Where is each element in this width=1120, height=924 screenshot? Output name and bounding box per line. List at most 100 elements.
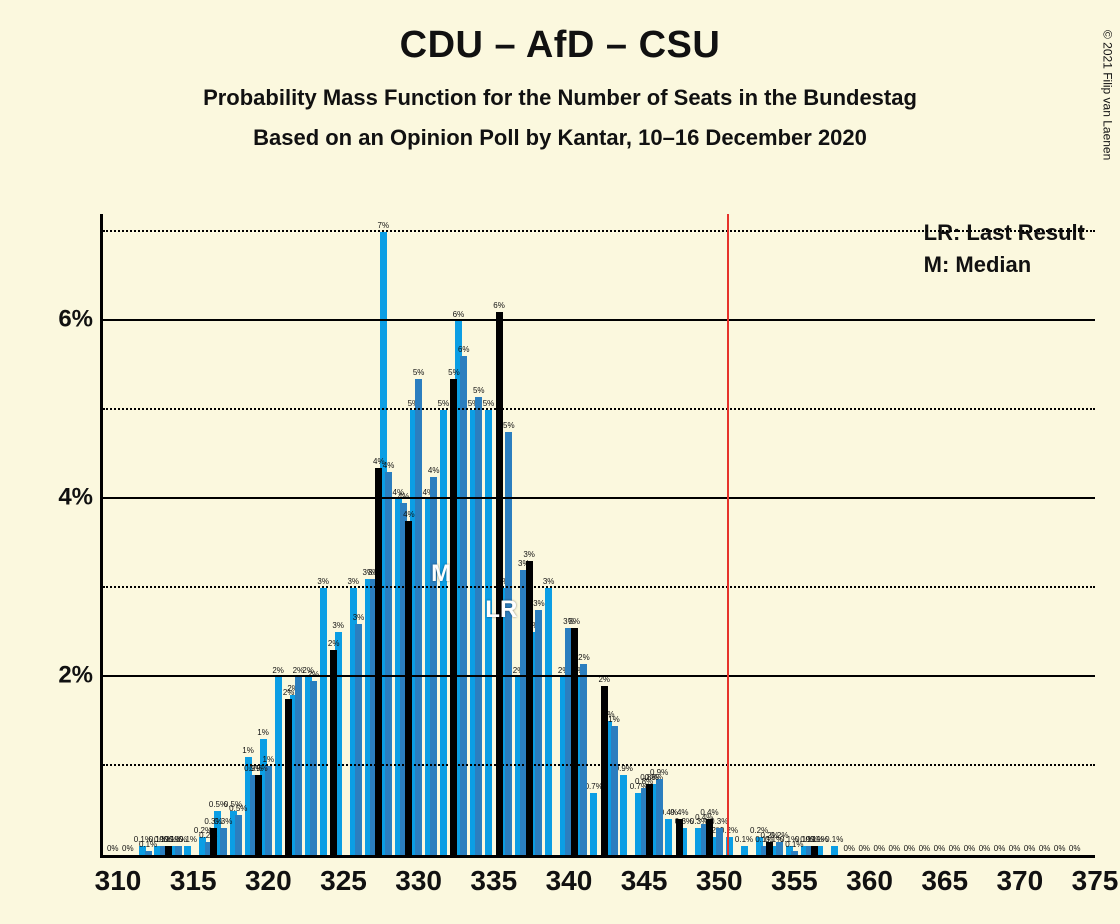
bar-value-label: 7% — [378, 221, 390, 230]
bar-series-a: 0.1% — [741, 846, 748, 855]
bar-series-b: 6% — [460, 356, 467, 855]
bar-value-label: 0% — [858, 844, 870, 853]
bar-value-label: 0% — [949, 844, 961, 853]
bar-value-label: 0.4% — [700, 808, 718, 817]
gridline-minor — [103, 230, 1095, 232]
bar-series-b: 0.1% — [145, 851, 152, 855]
bar-value-label: 0.2% — [760, 831, 778, 840]
bar-value-label: 0.4% — [670, 808, 688, 817]
x-tick-label: 330 — [395, 865, 442, 897]
bar-value-label: 3% — [568, 617, 580, 626]
bar-value-label: 0% — [1054, 844, 1066, 853]
bar-series-c: 0.1% — [811, 846, 818, 855]
bar-value-label: 3% — [332, 621, 344, 630]
y-tick-label: 2% — [48, 662, 93, 690]
bar-series-c: 0.4% — [706, 819, 713, 855]
bar-value-label: 4% — [403, 510, 415, 519]
bar-value-label: 3% — [317, 577, 329, 586]
bar-series-c: 0.8% — [646, 784, 653, 855]
bar-value-label: 4% — [428, 466, 440, 475]
x-tick-label: 375 — [1072, 865, 1119, 897]
bar-series-a: 0.9% — [620, 775, 627, 855]
bar-series-c: 5% — [450, 379, 457, 855]
bar-series-c: 3% — [571, 628, 578, 855]
y-tick-label: 6% — [48, 305, 93, 333]
bar-series-c: 4% — [375, 468, 382, 855]
x-tick-label: 325 — [320, 865, 367, 897]
plot-area: 0%0%0.1%0.1%0.1%0.1%0.2%0.5%0.5%1%1%2%2%… — [100, 214, 1095, 858]
x-tick-label: 310 — [95, 865, 142, 897]
bar-value-label: 5% — [413, 368, 425, 377]
bar-value-label: 2% — [283, 688, 295, 697]
legend-lr: LR: Last Result — [924, 220, 1085, 246]
bar-value-label: 3% — [523, 550, 535, 559]
bar-value-label: 5% — [448, 368, 460, 377]
bar-series-c: 2% — [601, 686, 608, 855]
x-tick-label: 365 — [921, 865, 968, 897]
bar-value-label: 0.5% — [229, 804, 247, 813]
bar-value-label: 0.1% — [159, 835, 177, 844]
bar-series-b: 1% — [265, 766, 272, 855]
bar-series-a: 0.1% — [831, 846, 838, 855]
annotation-median: M — [431, 560, 451, 588]
bar-value-label: 0% — [1009, 844, 1021, 853]
gridline-minor — [103, 586, 1095, 588]
bar-series-c: 0.4% — [676, 819, 683, 855]
x-tick-label: 335 — [470, 865, 517, 897]
bar-series-b: 0.1% — [791, 851, 798, 855]
x-tick-label: 315 — [170, 865, 217, 897]
chart: 0%0%0.1%0.1%0.1%0.1%0.2%0.5%0.5%1%1%2%2%… — [45, 214, 1095, 908]
bars-layer: 0%0%0.1%0.1%0.1%0.1%0.2%0.5%0.5%1%1%2%2%… — [103, 214, 1095, 855]
bar-value-label: 3% — [533, 599, 545, 608]
bar-series-a: 5% — [440, 410, 447, 855]
bar-series-a: 5% — [485, 410, 492, 855]
bar-value-label: 6% — [458, 345, 470, 354]
y-tick-label: 4% — [48, 483, 93, 511]
bar-value-label: 0% — [994, 844, 1006, 853]
bar-value-label: 0% — [964, 844, 976, 853]
gridline-major: 4% — [103, 497, 1095, 499]
bar-series-b: 0.1% — [175, 846, 182, 855]
bar-value-label: 0% — [904, 844, 916, 853]
majority-line — [727, 214, 729, 855]
bar-value-label: 0.1% — [735, 835, 753, 844]
gridline-minor — [103, 408, 1095, 410]
bar-value-label: 0.3% — [204, 817, 222, 826]
bar-series-b: 1% — [611, 726, 618, 855]
bar-value-label: 1% — [263, 755, 275, 764]
x-tick-label: 350 — [696, 865, 743, 897]
bar-series-b: 2% — [310, 681, 317, 855]
x-tick-label: 360 — [846, 865, 893, 897]
bar-series-b: 4% — [385, 472, 392, 855]
bar-value-label: 2% — [578, 653, 590, 662]
bar-series-b: 3% — [355, 624, 362, 855]
subtitle-1: Probability Mass Function for the Number… — [0, 85, 1120, 111]
bar-value-label: 0.1% — [806, 835, 824, 844]
bar-series-b: 0.9% — [656, 779, 663, 855]
bar-series-c: 2% — [330, 650, 337, 855]
bar-series-a: 0.1% — [184, 846, 191, 855]
bar-value-label: 1% — [608, 715, 620, 724]
bar-value-label: 3% — [347, 577, 359, 586]
bar-value-label: 6% — [453, 310, 465, 319]
bar-series-c: 0.1% — [165, 846, 172, 855]
bar-series-b: 2% — [580, 664, 587, 855]
bar-value-label: 3% — [543, 577, 555, 586]
bar-value-label: 0% — [934, 844, 946, 853]
bar-value-label: 0% — [1069, 844, 1081, 853]
x-tick-label: 345 — [621, 865, 668, 897]
bar-series-c: 0.2% — [766, 842, 773, 855]
bar-series-c: 0.3% — [210, 828, 217, 855]
bar-value-label: 0% — [1024, 844, 1036, 853]
bar-series-b: 5% — [475, 397, 482, 855]
bar-value-label: 0% — [107, 844, 119, 853]
bar-series-b: 0.3% — [716, 828, 723, 855]
bar-value-label: 4% — [373, 457, 385, 466]
bar-series-a: 3% — [545, 588, 552, 855]
x-tick-label: 340 — [546, 865, 593, 897]
x-tick-label: 355 — [771, 865, 818, 897]
bar-value-label: 1% — [242, 746, 254, 755]
subtitle-2: Based on an Opinion Poll by Kantar, 10–1… — [0, 125, 1120, 151]
x-tick-label: 370 — [996, 865, 1043, 897]
annotation-last-result: LR — [485, 596, 517, 624]
